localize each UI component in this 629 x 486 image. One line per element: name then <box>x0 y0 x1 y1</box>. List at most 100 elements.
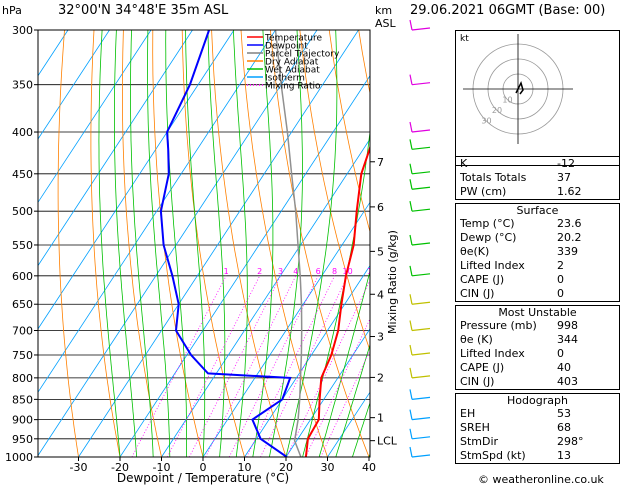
dry-adiabat <box>270 30 370 457</box>
hodograph-stat-value: 53 <box>557 407 571 420</box>
most-unstable-value: 998 <box>557 319 578 332</box>
dry-adiabat <box>240 30 328 457</box>
copyright: © weatheronline.co.uk <box>478 473 604 486</box>
surface-label: Lifted Index <box>460 259 525 272</box>
mixing-ratio-label: 15 <box>367 267 377 276</box>
pressure-tick: 900 <box>12 414 33 427</box>
surface-label: Dewp (°C) <box>460 231 517 244</box>
mixing-ratio-label: 6 <box>316 267 321 276</box>
wind-barb <box>411 454 431 458</box>
asl-label: ASL <box>375 17 396 30</box>
mixing-ratio-label: 4 <box>293 267 298 276</box>
dry-adiabat <box>152 30 204 457</box>
isotherm <box>38 30 152 204</box>
legend-entry: Dry Adiabat <box>265 58 319 68</box>
most-unstable-title: Most Unstable <box>498 306 577 319</box>
km-tick: 7 <box>377 156 384 169</box>
wind-barb <box>411 436 431 440</box>
series-parcel-trajectory <box>274 30 303 457</box>
isotherm <box>38 30 69 77</box>
info-panel: K -12 Totals Totals 37 PW (cm) 1.62 Surface T… <box>455 156 620 468</box>
km-tick: 2 <box>377 371 384 384</box>
wind-barb <box>411 375 431 379</box>
most-unstable-label: CAPE (J) <box>460 361 505 374</box>
mixing-ratio-line <box>305 317 370 457</box>
surface-value: 23.6 <box>557 217 582 230</box>
wet-adiabat <box>185 30 206 457</box>
pressure-tick: 350 <box>12 79 33 92</box>
hodograph-stat-value: 68 <box>557 421 571 434</box>
pressure-tick: 700 <box>12 325 33 338</box>
mixing-ratio-line <box>205 275 297 457</box>
km-tick: 3 <box>377 331 384 344</box>
hodograph-stat-label: SREH <box>460 421 490 434</box>
most-unstable-value: 403 <box>557 375 578 388</box>
series-dewpoint <box>159 30 292 457</box>
pressure-tick: 500 <box>12 205 33 218</box>
wind-barb <box>411 27 431 31</box>
datetime-title: 29.06.2021 06GMT (Base: 00) <box>410 3 606 18</box>
indices-box: K -12 Totals Totals 37 PW (cm) 1.62 <box>455 156 620 200</box>
mixing-ratio-line <box>228 275 319 457</box>
isotherm <box>119 75 370 457</box>
index-value: -12 <box>557 157 575 170</box>
wet-adiabat <box>114 30 137 457</box>
wet-adiabat <box>318 269 370 457</box>
surface-value: 339 <box>557 245 578 258</box>
y-axis-label: Mixing Ratio (g/kg) <box>386 230 399 334</box>
hodograph-stat-label: EH <box>460 407 476 420</box>
mixing-ratio-line <box>260 275 348 457</box>
temperature-tick: -20 <box>111 461 129 474</box>
index-value: 37 <box>557 171 571 184</box>
pressure-tick: 800 <box>12 372 33 385</box>
wet-adiabat <box>147 30 171 457</box>
surface-value: 0 <box>557 287 564 300</box>
wind-barb <box>411 82 431 86</box>
isotherm <box>38 30 318 457</box>
wind-barb <box>411 186 431 190</box>
plot-frame <box>37 29 371 458</box>
wet-adiabat <box>207 30 226 457</box>
hodograph-kt-label: kt <box>460 34 469 44</box>
km-tick: 4 <box>377 288 384 301</box>
location-title: 32°00'N 34°48'E 35m ASL <box>58 3 229 18</box>
mixing-ratio-label: 2 <box>257 267 262 276</box>
wind-barb <box>411 396 431 400</box>
km-label: km <box>375 4 393 17</box>
wet-adiabat <box>335 343 370 457</box>
index-label: PW (cm) <box>460 185 507 198</box>
wind-barb <box>411 352 431 356</box>
dry-adiabat <box>90 30 121 457</box>
wind-barb <box>411 208 431 212</box>
most-unstable-value: 344 <box>557 333 578 346</box>
hodograph-table-title: Hodograph <box>507 394 568 407</box>
isotherm <box>78 30 359 457</box>
surface-box: Surface Temp (°C) 23.6 Dewp (°C) 20.2 θe(K) 3… <box>455 203 620 302</box>
legend-entry: Isotherm <box>265 74 305 84</box>
isotherm <box>38 30 276 393</box>
isotherm <box>285 328 370 457</box>
pressure-tick: 550 <box>12 239 33 252</box>
dry-adiabat <box>328 30 370 234</box>
hodograph-trace <box>515 80 524 95</box>
km-tick: LCL <box>377 435 398 448</box>
pressure-tick: 1000 <box>5 451 33 464</box>
most-unstable-label: CIN (J) <box>460 375 495 388</box>
wet-adiabat <box>233 30 248 457</box>
wind-barb <box>411 171 431 175</box>
hodograph-ring-label: 20 <box>492 106 502 115</box>
hodograph-box: Hodograph EH 53 SREH 68 StmDir 298° StmSpd (kt… <box>455 393 620 464</box>
isotherm <box>38 30 193 267</box>
mixing-ratio-line <box>167 275 261 457</box>
pressure-tick: 650 <box>12 298 33 311</box>
most-unstable-value: 40 <box>557 361 571 374</box>
surface-value: 0 <box>557 273 564 286</box>
legend-entry: Mixing Ratio <box>265 82 321 92</box>
legend-entry: Dewpoint <box>265 42 308 52</box>
mixing-ratio-label: 3 <box>278 267 283 276</box>
pressure-tick: 600 <box>12 270 33 283</box>
temperature-tick: -10 <box>153 461 171 474</box>
series-temperature <box>304 144 370 457</box>
